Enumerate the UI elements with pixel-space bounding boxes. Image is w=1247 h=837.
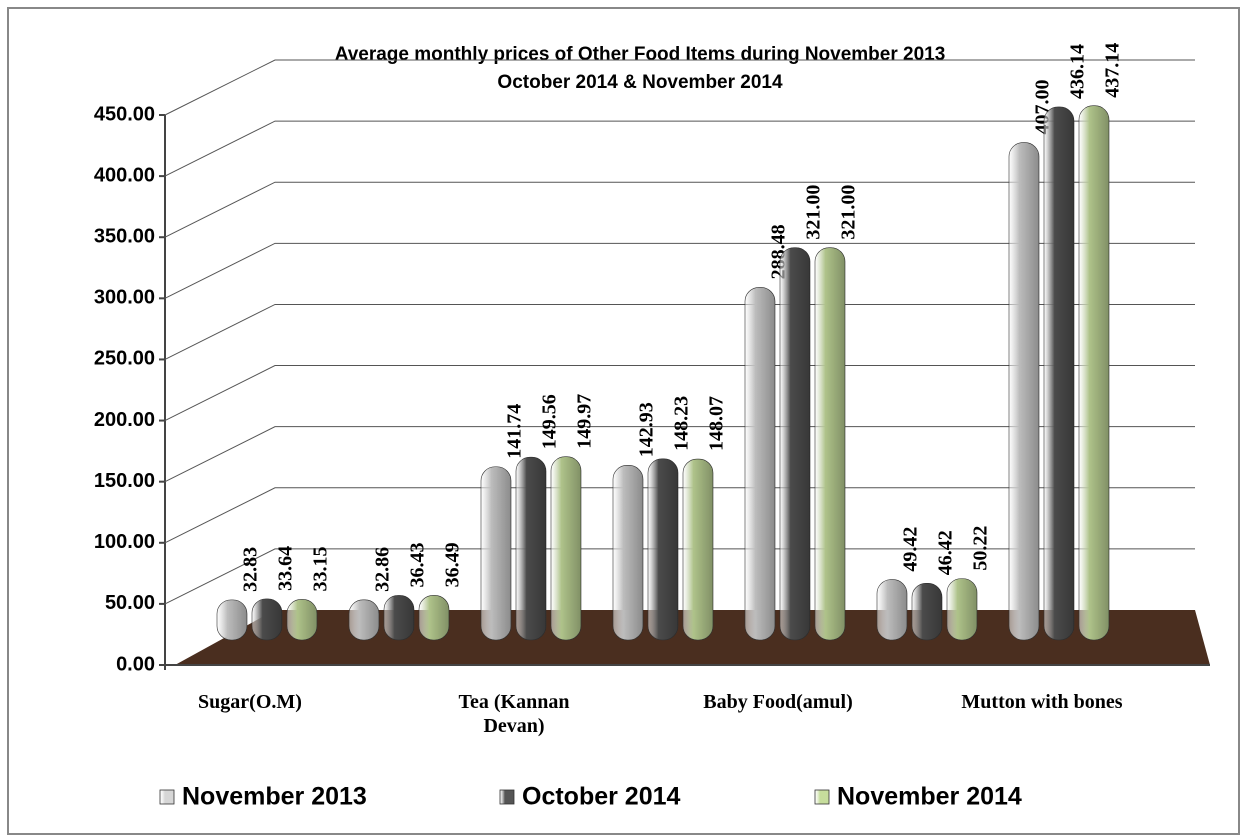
data-label: 149.56 xyxy=(539,394,561,449)
y-tick-label: 200.00 xyxy=(94,409,155,431)
y-tick-label: 250.00 xyxy=(94,348,155,370)
data-label: 36.49 xyxy=(442,542,464,587)
data-label: 436.14 xyxy=(1067,44,1089,99)
data-label: 50.22 xyxy=(970,526,992,571)
bar-shade xyxy=(815,247,845,640)
grid-line xyxy=(164,548,1195,605)
data-label: 36.43 xyxy=(407,542,429,587)
data-label: 437.14 xyxy=(1102,43,1124,98)
bar-shade xyxy=(419,595,449,640)
bar-shade xyxy=(252,598,282,640)
legend-label: October 2014 xyxy=(522,783,681,811)
x-tick-label: Sugar(O.M) xyxy=(198,691,302,713)
bar-shade xyxy=(648,458,678,640)
bar-shade xyxy=(384,595,414,640)
bar-shade xyxy=(1079,105,1109,641)
grid-line xyxy=(164,59,1195,116)
y-tick-label: 450.00 xyxy=(94,103,155,125)
bar-shade xyxy=(217,599,247,640)
grid-line xyxy=(164,426,1195,483)
grid-line xyxy=(164,242,1195,299)
data-label: 33.15 xyxy=(310,546,332,591)
bar-shade xyxy=(877,579,907,640)
bar-shade xyxy=(947,578,977,640)
legend-label: November 2013 xyxy=(182,783,367,811)
data-label: 33.64 xyxy=(275,546,297,591)
data-label: 142.93 xyxy=(636,402,658,457)
grid-line xyxy=(164,365,1195,422)
data-label: 32.86 xyxy=(372,547,394,592)
y-tick-label: 0.00 xyxy=(116,653,155,675)
bar-shade xyxy=(516,457,546,640)
grid-line xyxy=(164,487,1195,544)
bar-shade xyxy=(912,583,942,640)
data-label: 321.00 xyxy=(838,185,860,240)
legend-swatch xyxy=(499,789,515,805)
bar-shade xyxy=(683,459,713,640)
grid-line xyxy=(164,303,1195,360)
bar-shade xyxy=(349,599,379,640)
chart-title: October 2014 & November 2014 xyxy=(497,72,783,93)
y-tick-label: 150.00 xyxy=(94,470,155,492)
data-label: 148.23 xyxy=(671,396,693,451)
legend-swatch xyxy=(159,789,175,805)
x-tick-label: Baby Food(amul) xyxy=(703,691,853,713)
legend-label: November 2014 xyxy=(837,783,1022,811)
x-tick-label: Mutton with bones xyxy=(961,691,1123,713)
bar-shade xyxy=(287,599,317,640)
legend-swatch xyxy=(814,789,830,805)
grid-line xyxy=(164,181,1195,238)
bar-shade xyxy=(613,465,643,640)
bar-shade xyxy=(551,456,581,640)
data-label: 141.74 xyxy=(504,404,526,459)
x-tick-label: Tea (Kannan Devan) xyxy=(458,691,570,737)
y-tick-label: 50.00 xyxy=(105,592,155,614)
y-tick-label: 350.00 xyxy=(94,226,155,248)
data-label: 49.42 xyxy=(900,527,922,572)
data-label: 46.42 xyxy=(935,530,957,575)
chart-title: Average monthly prices of Other Food Ite… xyxy=(335,44,946,65)
y-tick-label: 400.00 xyxy=(94,164,155,186)
data-label: 149.97 xyxy=(574,394,596,449)
bar-shade xyxy=(780,247,810,640)
grid-line xyxy=(164,120,1195,177)
y-tick-label: 300.00 xyxy=(94,287,155,309)
bar-shade xyxy=(1044,106,1074,640)
data-label: 148.07 xyxy=(706,396,728,451)
data-label: 321.00 xyxy=(803,185,825,240)
y-tick-label: 100.00 xyxy=(94,531,155,553)
bar-shade xyxy=(745,287,775,640)
data-label: 32.83 xyxy=(240,547,262,592)
bar-shade xyxy=(481,466,511,640)
bar-shade xyxy=(1009,142,1039,641)
